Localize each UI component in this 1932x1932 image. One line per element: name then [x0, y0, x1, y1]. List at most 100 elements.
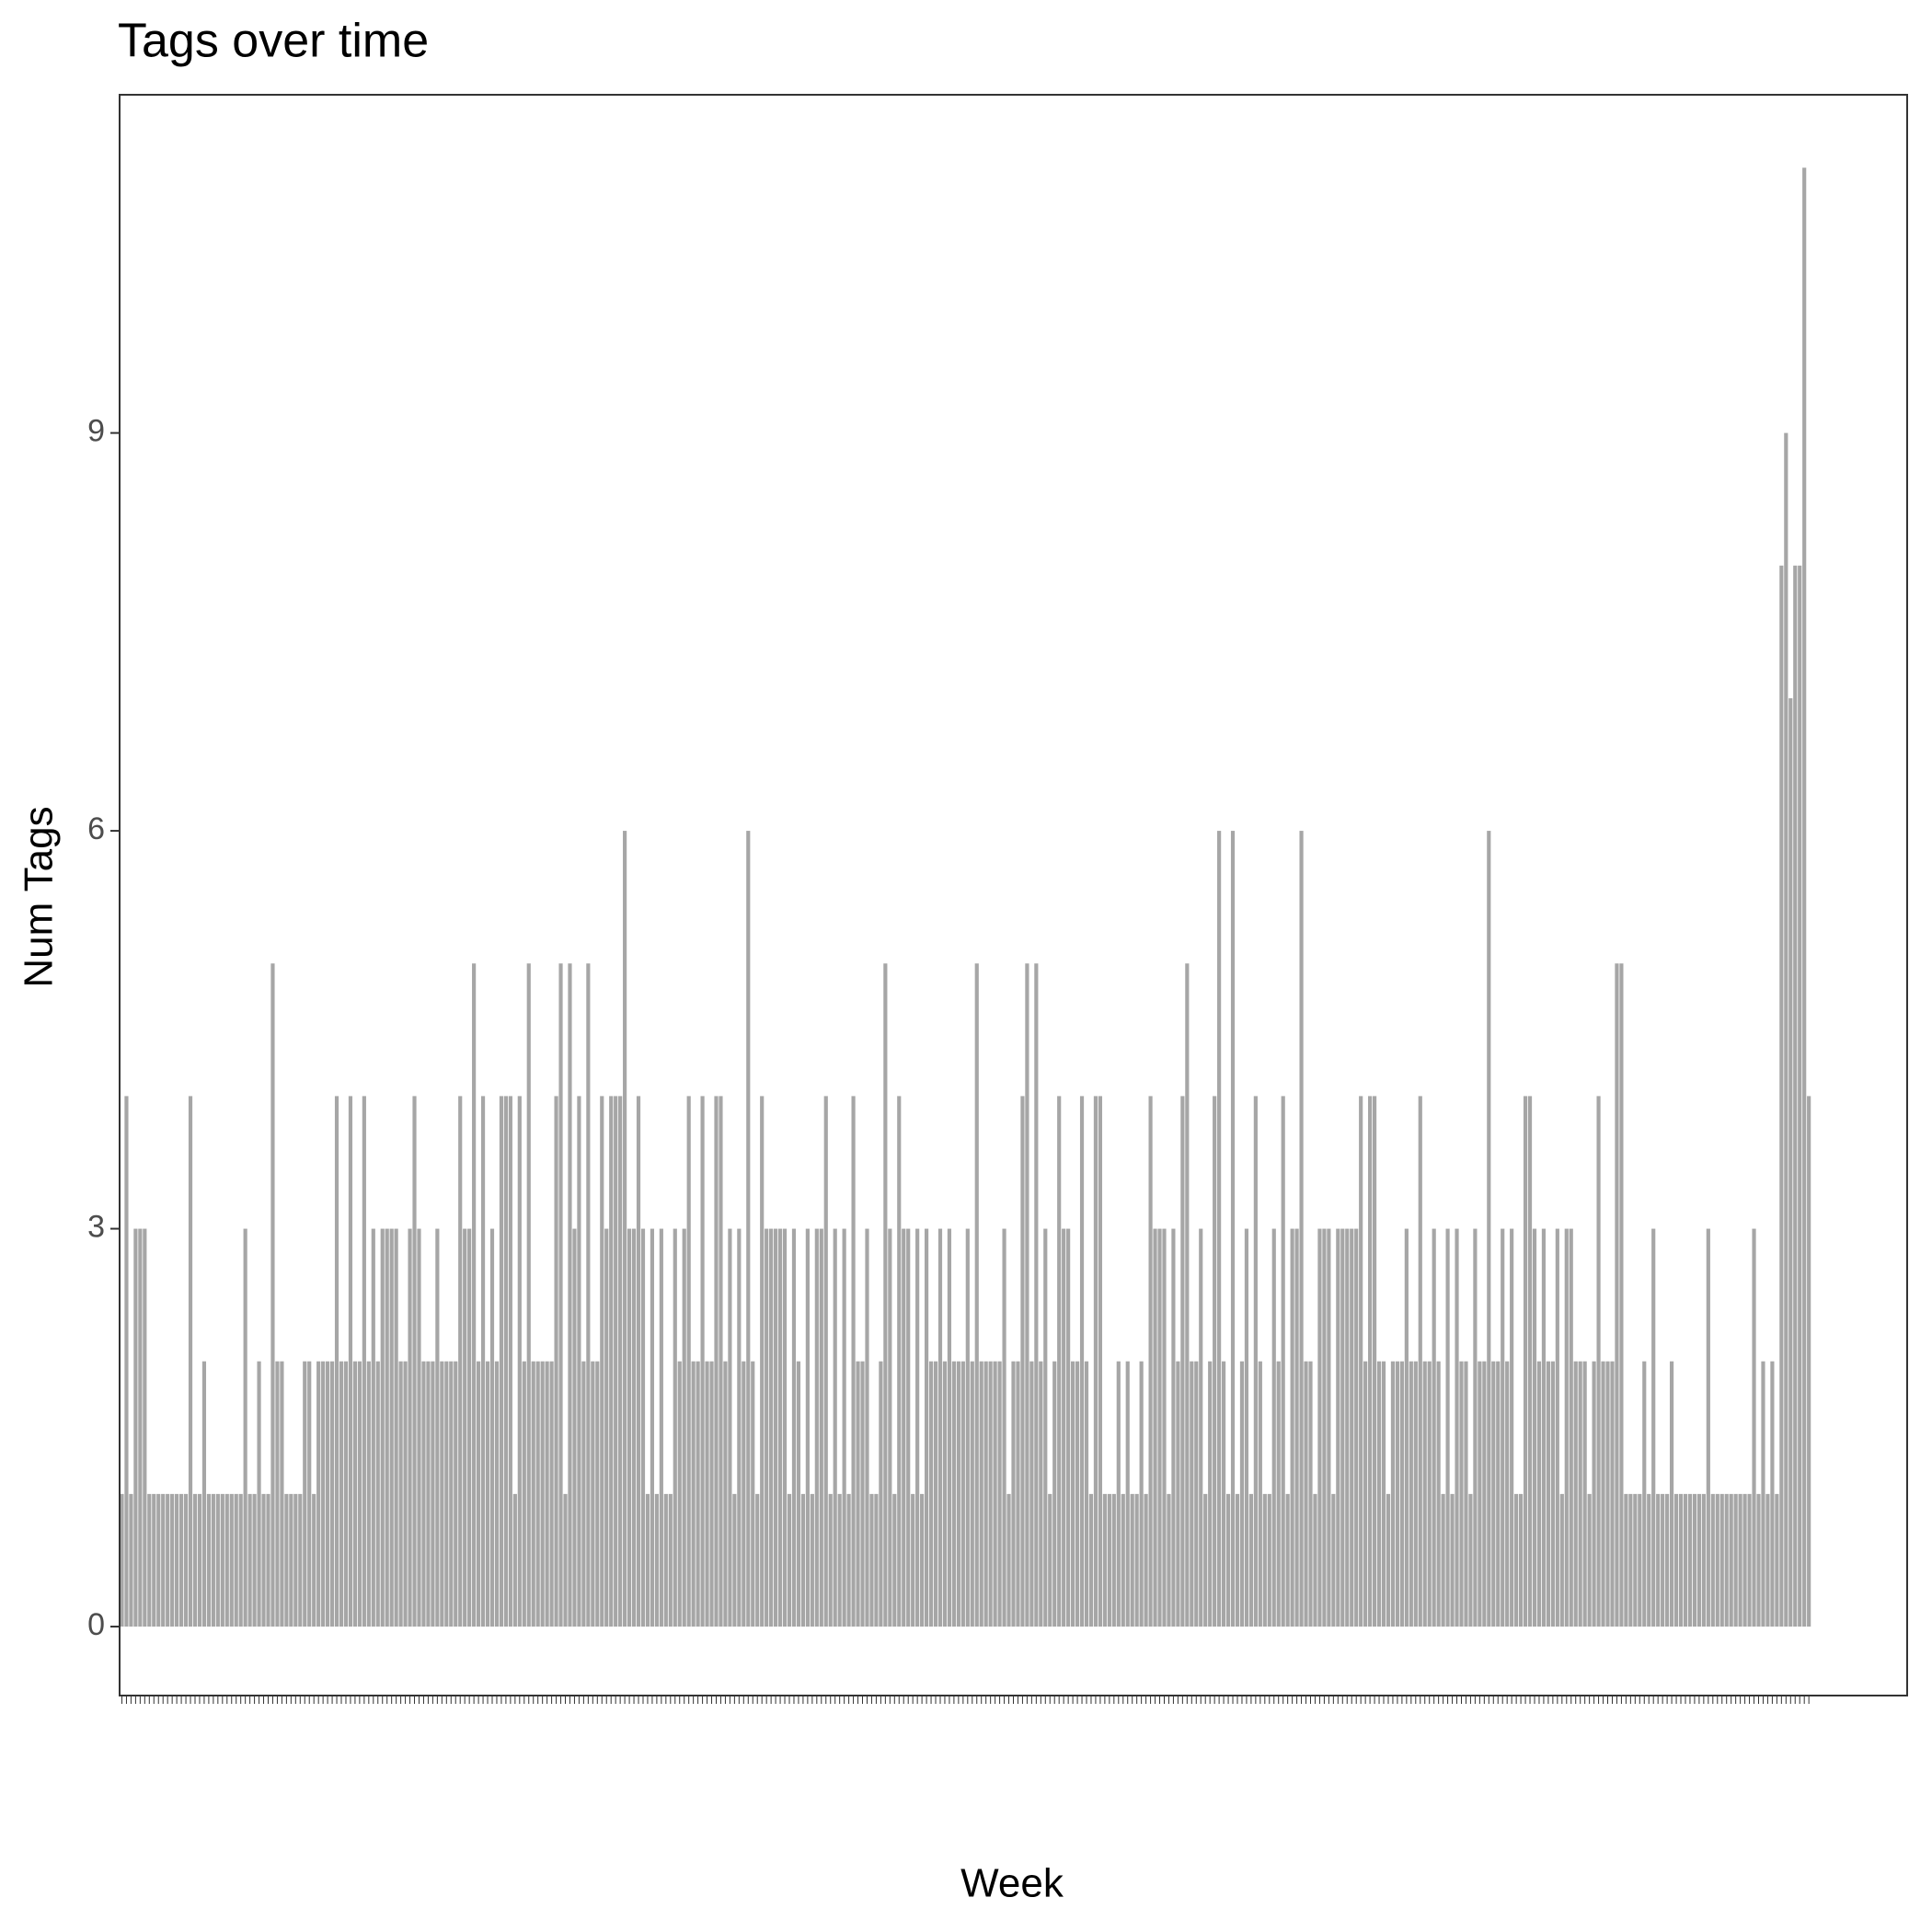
bar: [563, 1493, 568, 1627]
bar: [883, 963, 888, 1627]
bar: [1313, 1493, 1317, 1627]
bar: [1213, 1096, 1217, 1627]
bar: [1111, 1493, 1116, 1627]
bar: [261, 1493, 266, 1627]
bar: [1404, 1228, 1409, 1627]
y-tick-label: 6: [87, 811, 105, 846]
bar: [375, 1361, 380, 1627]
bar: [454, 1361, 458, 1627]
bar: [677, 1361, 682, 1627]
bar: [591, 1361, 595, 1627]
bar: [865, 1228, 869, 1627]
bar: [1798, 565, 1802, 1627]
bar: [252, 1493, 257, 1627]
bar: [1615, 963, 1619, 1627]
bar: [897, 1096, 902, 1627]
bar: [1678, 1493, 1684, 1627]
bar: [357, 1361, 362, 1627]
bar: [1501, 1228, 1505, 1627]
bar: [1093, 1096, 1098, 1627]
bar: [765, 1228, 769, 1627]
bar: [1559, 1493, 1564, 1627]
bar: [1258, 1361, 1262, 1627]
bar: [1262, 1493, 1267, 1627]
bar: [800, 1493, 805, 1627]
bar: [947, 1228, 952, 1627]
bar: [549, 1361, 554, 1627]
bar: [280, 1361, 284, 1627]
bar: [206, 1493, 211, 1627]
bar: [343, 1361, 349, 1627]
bar: [183, 1493, 189, 1627]
bar: [477, 1361, 481, 1627]
bar: [928, 1361, 934, 1627]
bar: [1427, 1361, 1432, 1627]
bar: [1062, 1228, 1066, 1627]
bar: [1267, 1493, 1271, 1627]
bar: [1144, 1493, 1148, 1627]
bar: [1628, 1493, 1633, 1627]
bar: [1523, 1096, 1528, 1627]
bar: [902, 1228, 906, 1627]
bar: [618, 1096, 623, 1627]
bar: [600, 1096, 604, 1627]
bar: [1253, 1096, 1258, 1627]
bar: [906, 1228, 911, 1627]
bar: [234, 1493, 238, 1627]
bar: [728, 1228, 732, 1627]
bar: [631, 1228, 637, 1627]
bar: [380, 1228, 385, 1627]
bar: [1624, 1493, 1628, 1627]
bar: [1331, 1493, 1336, 1627]
bar: [751, 1361, 755, 1627]
bar: [348, 1096, 353, 1627]
bar: [1473, 1228, 1478, 1627]
bar: [1225, 1493, 1231, 1627]
bar: [494, 1361, 500, 1627]
bar: [220, 1493, 224, 1627]
bar: [888, 1228, 892, 1627]
bar: [394, 1228, 398, 1627]
bar: [1519, 1493, 1524, 1627]
bar: [1729, 1493, 1733, 1627]
bar: [1271, 1228, 1276, 1627]
bar: [833, 1228, 837, 1627]
bar: [1235, 1493, 1240, 1627]
bar: [1445, 1228, 1450, 1627]
bar: [623, 831, 627, 1627]
bar: [668, 1493, 673, 1627]
bar: [508, 1096, 512, 1627]
bar: [1390, 1361, 1396, 1627]
bar: [933, 1361, 938, 1627]
bar: [1399, 1361, 1404, 1627]
bar: [1304, 1361, 1308, 1627]
bar: [1784, 432, 1788, 1627]
bar: [522, 1361, 526, 1627]
bar: [1317, 1228, 1322, 1627]
bar: [719, 1096, 723, 1627]
bar: [1190, 1361, 1194, 1627]
bar: [1043, 1228, 1048, 1627]
bar: [774, 1228, 778, 1627]
bar: [1294, 1228, 1299, 1627]
bar: [1761, 1361, 1765, 1627]
bar: [440, 1361, 444, 1627]
bar: [489, 1228, 495, 1627]
bar: [166, 1493, 170, 1627]
bar: [663, 1493, 668, 1627]
bar: [659, 1228, 663, 1627]
bar: [1006, 1493, 1011, 1627]
bar: [942, 1361, 948, 1627]
bar: [1564, 1228, 1569, 1627]
y-tick-label: 3: [87, 1210, 105, 1245]
bar: [860, 1361, 865, 1627]
bar: [810, 1493, 814, 1627]
bar: [389, 1228, 394, 1627]
bar: [1239, 1361, 1245, 1627]
bar: [1673, 1493, 1679, 1627]
bar: [1765, 1493, 1770, 1627]
bar: [270, 963, 275, 1627]
bar: [1536, 1361, 1542, 1627]
bar: [1248, 1493, 1253, 1627]
